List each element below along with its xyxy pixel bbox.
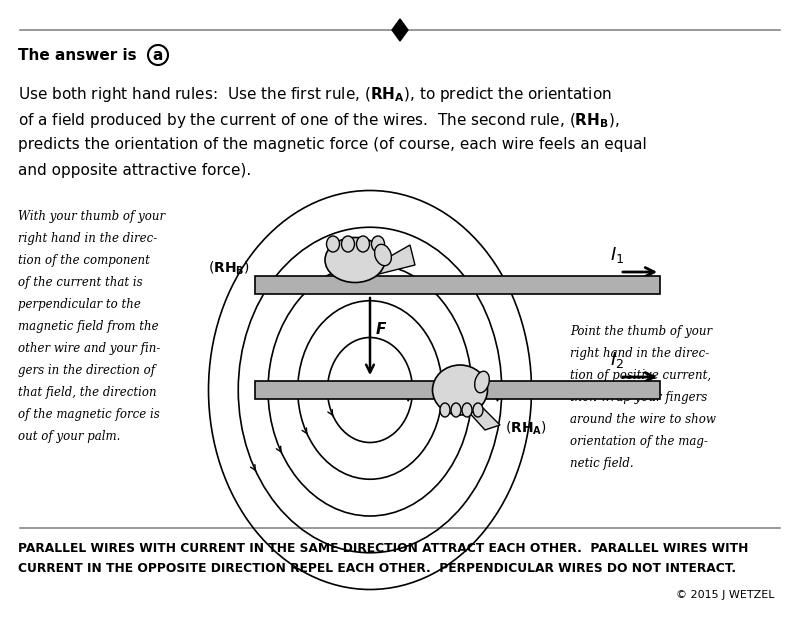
Text: a: a: [153, 48, 163, 62]
Text: of a field produced by the current of one of the wires.  The second rule, $(\mat: of a field produced by the current of on…: [18, 110, 619, 130]
Text: With your thumb of your: With your thumb of your: [18, 210, 165, 223]
Text: other wire and your fin-: other wire and your fin-: [18, 342, 160, 355]
Ellipse shape: [474, 371, 490, 393]
Ellipse shape: [451, 403, 461, 417]
Ellipse shape: [371, 236, 385, 252]
Ellipse shape: [357, 236, 370, 252]
Ellipse shape: [342, 236, 354, 252]
Ellipse shape: [462, 403, 472, 417]
Text: PARALLEL WIRES WITH CURRENT IN THE SAME DIRECTION ATTRACT EACH OTHER.  PARALLEL : PARALLEL WIRES WITH CURRENT IN THE SAME …: [18, 542, 748, 555]
Text: netic field.: netic field.: [570, 457, 634, 470]
Text: and opposite attractive force).: and opposite attractive force).: [18, 162, 251, 178]
Text: F: F: [376, 323, 386, 337]
Text: magnetic field from the: magnetic field from the: [18, 320, 158, 333]
Text: then wrap your fingers: then wrap your fingers: [570, 391, 707, 404]
Ellipse shape: [326, 236, 339, 252]
Text: perpendicular to the: perpendicular to the: [18, 298, 141, 311]
Text: right hand in the direc-: right hand in the direc-: [18, 232, 158, 245]
Ellipse shape: [440, 403, 450, 417]
Text: out of your palm.: out of your palm.: [18, 430, 120, 443]
Text: $(\mathbf{RH}_\mathbf{B})$: $(\mathbf{RH}_\mathbf{B})$: [208, 259, 250, 276]
Polygon shape: [392, 19, 408, 41]
Text: tion of positive current,: tion of positive current,: [570, 369, 711, 382]
Text: $\mathit{I}_1$: $\mathit{I}_1$: [610, 245, 624, 265]
Ellipse shape: [325, 238, 385, 283]
Text: © 2015 J WETZEL: © 2015 J WETZEL: [677, 590, 775, 600]
Ellipse shape: [433, 365, 487, 415]
Text: predicts the orientation of the magnetic force (of course, each wire feels an eq: predicts the orientation of the magnetic…: [18, 138, 646, 152]
Text: gers in the direction of: gers in the direction of: [18, 364, 155, 377]
Text: Use both right hand rules:  Use the first rule, $(\mathbf{RH}_\mathbf{A})$, to p: Use both right hand rules: Use the first…: [18, 86, 612, 104]
Ellipse shape: [473, 403, 483, 417]
Text: $(\mathbf{RH}_\mathbf{A})$: $(\mathbf{RH}_\mathbf{A})$: [505, 420, 547, 437]
Text: right hand in the direc-: right hand in the direc-: [570, 347, 710, 360]
Bar: [255, 381, 660, 399]
Text: of the magnetic force is: of the magnetic force is: [18, 408, 160, 421]
Text: that field, the direction: that field, the direction: [18, 386, 157, 399]
Text: $\mathit{I}_2$: $\mathit{I}_2$: [610, 350, 624, 370]
Text: The answer is: The answer is: [18, 48, 137, 62]
Text: Point the thumb of your: Point the thumb of your: [570, 325, 712, 338]
Text: of the current that is: of the current that is: [18, 276, 142, 289]
Text: orientation of the mag-: orientation of the mag-: [570, 435, 708, 448]
Text: around the wire to show: around the wire to show: [570, 413, 716, 426]
Polygon shape: [465, 400, 500, 430]
Text: tion of the component: tion of the component: [18, 254, 150, 267]
Ellipse shape: [374, 244, 391, 266]
Text: CURRENT IN THE OPPOSITE DIRECTION REPEL EACH OTHER.  PERPENDICULAR WIRES DO NOT : CURRENT IN THE OPPOSITE DIRECTION REPEL …: [18, 562, 736, 575]
Bar: [255, 276, 660, 294]
Polygon shape: [375, 245, 415, 275]
